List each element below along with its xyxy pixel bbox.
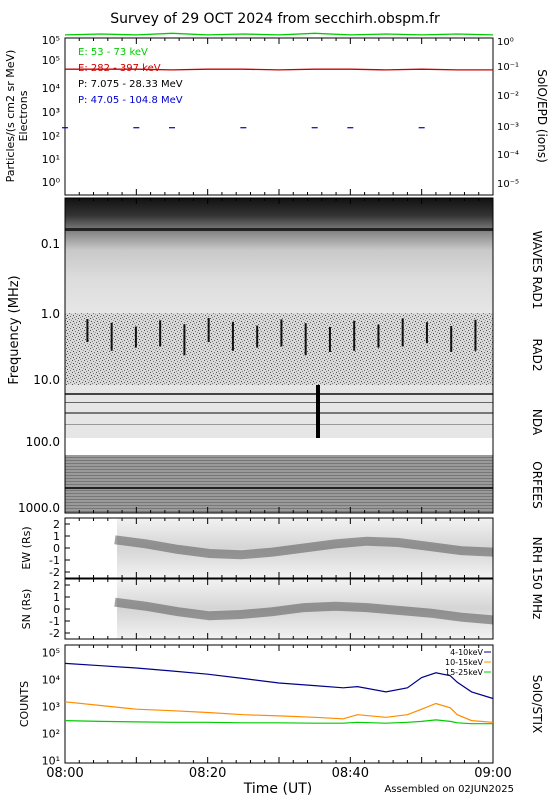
rad2-burst	[135, 327, 137, 348]
rad2-burst	[280, 319, 282, 346]
stix-tick-marks	[65, 645, 493, 763]
spectro-tick-1: 1.0	[41, 307, 60, 321]
orfees-band	[65, 455, 493, 513]
epd-left-tick-label: 10⁰	[42, 176, 61, 189]
x-axis-label: Time (UT)	[243, 781, 312, 797]
nda-burst	[316, 385, 320, 438]
rad2-burst	[353, 321, 355, 351]
stix-legend-high: 15-25keV	[445, 668, 484, 677]
spectro-tick-4: 1000.0	[18, 501, 60, 515]
epd-right-tick-labels: 10⁰ 10⁻¹ 10⁻² 10⁻³ 10⁻⁴ 10⁻⁵	[497, 37, 519, 190]
epd-panel: E: 53 - 73 keV E: 282 - 397 keV P: 7.075…	[4, 33, 549, 195]
band-label-rad2: RAD2	[530, 339, 544, 372]
nrh-right-label: NRH 150 MHz	[530, 537, 544, 620]
stix-tick-label: 10⁴	[42, 674, 61, 687]
stix-tick-label: 10²	[42, 727, 60, 740]
nda-band	[65, 385, 493, 438]
legend-e-high: E: 282 - 397 keV	[78, 63, 161, 74]
rad2-burst	[111, 323, 113, 351]
ew-tick-labels: 210-1-2	[49, 518, 70, 579]
stix-series	[65, 663, 493, 723]
epd-left-tick-label: 10⁵	[42, 34, 60, 47]
nrh-tick-label: -2	[49, 566, 60, 579]
sn-ylabel: SN (Rs)	[20, 589, 33, 630]
stix-legend-low: 4-10keV	[450, 648, 483, 657]
stix-legend-mid: 10-15keV	[445, 658, 484, 667]
stix-line-1	[65, 702, 493, 723]
x-tick-label: 08:40	[332, 766, 369, 781]
rad2-burst	[305, 323, 307, 355]
rad2-burst	[426, 322, 428, 343]
epd-right-tick-label: 10⁻⁵	[497, 179, 519, 190]
ew-ylabel: EW (Rs)	[20, 526, 33, 569]
epd-right-tick-label: 10⁻²	[497, 91, 519, 102]
spectro-tick-0: 0.1	[41, 237, 60, 251]
stix-tick-label: 10⁵	[42, 647, 60, 660]
rad2-burst	[402, 318, 404, 346]
rad2-burst	[208, 318, 210, 342]
spectro-ylabel: Frequency (MHz)	[7, 275, 22, 384]
epd-right-tick-label: 10⁰	[497, 37, 514, 48]
stix-ylabel: COUNTS	[18, 681, 31, 727]
rad2-burst	[329, 327, 331, 352]
x-tick-label: 08:20	[189, 766, 226, 781]
stix-line-2	[65, 720, 493, 724]
epd-line-0	[65, 33, 493, 35]
orfees-line	[65, 487, 493, 489]
epd-right-label: SolO/EPD (ions)	[535, 69, 549, 163]
rad2-burst	[232, 322, 234, 351]
x-tick-label: 08:00	[46, 766, 83, 781]
epd-left-tick-label: 10⁴	[42, 82, 61, 95]
x-tick-label: 09:00	[474, 766, 511, 781]
spectro-tick-3: 100.0	[26, 435, 60, 449]
epd-left-tick-label: 10¹	[42, 153, 60, 166]
epd-left-tick-label: 10²	[42, 130, 60, 143]
epd-frame	[65, 38, 493, 195]
stix-tick-label: 10³	[42, 701, 60, 714]
epd-ylabel-2: Electrons	[17, 90, 30, 141]
spectrogram-panel: 0.1 1.0 10.0 100.0 1000.0 Frequency (MHz…	[7, 198, 544, 515]
stix-right-label: SolO/STIX	[530, 675, 544, 734]
epd-ylabel-1: Particles/(s cm2 sr MeV)	[4, 50, 17, 183]
spectro-tick-2: 10.0	[33, 373, 60, 387]
rad2-burst	[86, 319, 88, 342]
rad2-burst	[474, 320, 476, 351]
rad2-burst	[159, 320, 161, 346]
epd-tick-marks	[65, 38, 493, 195]
nrh-tick-label: -2	[49, 627, 60, 640]
stix-panel: 10⁵ 10⁴ 10³ 10² 10¹ 4-10keV 10-15keV 15-25ke…	[18, 645, 544, 767]
figure-title: Survey of 29 OCT 2024 from secchirh.obsp…	[110, 11, 440, 27]
footer-note: Assembled on 02JUN2025	[384, 784, 514, 795]
epd-right-tick-label: 10⁻³	[497, 122, 519, 133]
rad2-band	[65, 313, 493, 385]
rad2-burst	[183, 324, 185, 355]
band-label-rad1: WAVES RAD1	[530, 231, 544, 310]
epd-left-tick-labels: 10⁵ 10⁵ 10⁴ 10³ 10² 10¹ 10⁰	[42, 34, 61, 189]
legend-e-low: E: 53 - 73 keV	[78, 47, 148, 58]
stix-tick-labels: 10⁵ 10⁴ 10³ 10² 10¹	[42, 647, 61, 768]
spectro-gap	[65, 438, 493, 455]
stix-line-0	[65, 663, 493, 698]
stix-frame	[65, 645, 493, 763]
sn-tick-labels: 210-1-2	[49, 579, 70, 640]
rad2-burst	[450, 326, 452, 352]
nrh-ew-panel: 210-1-2 EW (Rs)	[20, 518, 493, 579]
legend-p-low: P: 7.075 - 28.33 MeV	[78, 79, 183, 90]
band-label-nda: NDA	[530, 409, 544, 436]
rad1-line	[65, 228, 493, 231]
rad2-burst	[256, 326, 258, 348]
epd-right-tick-label: 10⁻⁴	[497, 150, 519, 161]
rad2-burst	[377, 325, 379, 348]
epd-left-tick-label: 10⁵	[42, 54, 60, 67]
legend-p-high: P: 47.05 - 104.8 MeV	[78, 95, 183, 106]
epd-left-tick-label: 10³	[42, 106, 60, 119]
x-axis-tick-labels: 08:00 08:20 08:40 09:00	[46, 766, 511, 781]
epd-right-tick-label: 10⁻¹	[497, 62, 519, 73]
rad1-band	[65, 198, 493, 313]
band-label-orfees: ORFEES	[530, 461, 544, 508]
